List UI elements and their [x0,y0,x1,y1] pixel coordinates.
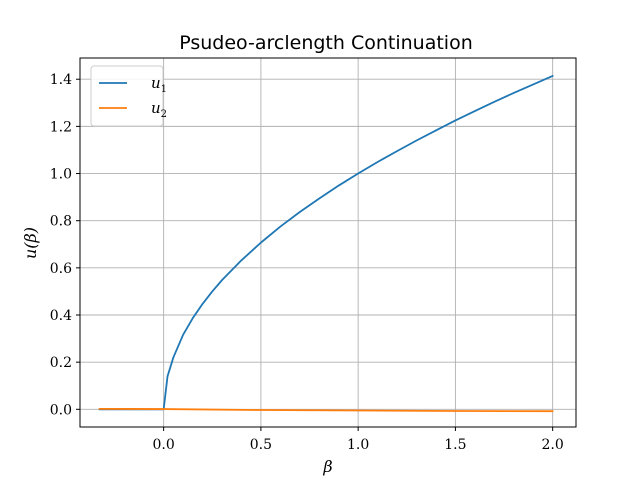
axis-ticks: 0.0 0.5 1.0 1.5 2.0 0.0 0.2 0.4 0.6 0.8 1.0 1.2 1.4 [50,72,564,453]
x-tick-label: 0.0 [153,437,175,453]
x-tick-label: 0.5 [250,437,272,453]
y-tick-label: 0.2 [50,355,72,371]
legend-label-2: u2 [151,99,167,120]
series-line-1 [98,75,554,411]
legend-label-1: u1 [151,74,167,95]
plot-lines [98,75,554,413]
chart-title: Psudeo-arclength Continuation [179,32,473,54]
y-tick-label: 0.8 [50,214,72,230]
plot-frame [79,57,577,428]
x-tick-label: 2.0 [542,437,564,453]
x-axis-label: β [322,457,332,476]
x-tick-label: 1.5 [444,437,466,453]
y-tick-label: 0.4 [50,308,72,324]
y-tick-label: 1.0 [50,167,72,183]
y-tick-label: 0.6 [50,261,72,277]
y-tick-label: 0.0 [50,402,72,418]
y-tick-label: 1.4 [50,72,72,88]
series-line-2 [98,407,554,413]
legend-box [90,65,164,127]
y-axis-label: u(β) [21,227,40,259]
y-tick-label: 1.2 [50,119,72,135]
x-tick-label: 1.0 [347,437,369,453]
